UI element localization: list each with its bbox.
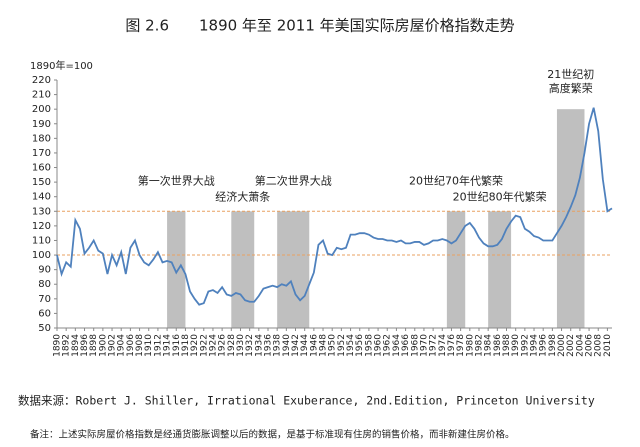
y-tick-label: 90 xyxy=(38,265,51,276)
y-tick-label: 180 xyxy=(32,133,51,144)
x-tick-label: 1926 xyxy=(218,334,228,357)
y-tick-label: 60 xyxy=(38,308,51,319)
band-label: 21世纪初 xyxy=(547,67,594,81)
x-tick-label: 1954 xyxy=(346,334,356,357)
x-tick-label: 1896 xyxy=(80,334,90,357)
period-band xyxy=(167,211,186,328)
band-label: 20世纪70年代繁荣 xyxy=(409,173,503,187)
chart-title: 图 2.6 1890 年至 2011 年美国实际房屋价格指数走势 xyxy=(125,17,514,35)
x-tick-label: 1974 xyxy=(438,334,448,357)
x-tick-label: 1952 xyxy=(337,334,347,357)
x-tick-label: 1892 xyxy=(62,334,72,357)
x-tick-label: 1938 xyxy=(273,334,283,357)
band-label: 第二次世界大战 xyxy=(255,173,332,187)
x-tick-label: 2004 xyxy=(575,334,585,357)
period-band xyxy=(556,109,585,328)
x-tick-label: 1898 xyxy=(89,334,99,357)
x-tick-label: 1944 xyxy=(300,334,310,357)
period-band xyxy=(231,211,255,328)
data-line xyxy=(56,107,613,306)
x-tick-label: 1950 xyxy=(328,334,338,357)
x-tick-label: 1960 xyxy=(374,334,384,357)
x-tick-label: 1972 xyxy=(429,334,439,357)
x-tick-label: 1934 xyxy=(254,334,264,357)
x-tick-label: 1994 xyxy=(530,334,540,357)
source: 数据来源：Robert J. Shiller, Irrational Exube… xyxy=(18,394,595,408)
y-tick-label: 80 xyxy=(38,279,51,290)
period-band xyxy=(488,211,512,328)
y-tick-label: 210 xyxy=(32,90,51,101)
x-tick-label: 1920 xyxy=(190,334,200,357)
band-label: 第一次世界大战 xyxy=(138,173,215,187)
y-tick-label: 120 xyxy=(32,221,51,232)
y-tick-label: 200 xyxy=(32,104,51,115)
y-axis-label: 1890年=100 xyxy=(30,59,93,72)
x-tick-label: 1910 xyxy=(144,334,154,357)
x-tick-label: 1998 xyxy=(548,334,558,357)
y-tick-label: 170 xyxy=(32,148,51,159)
x-tick-label: 1996 xyxy=(539,334,549,357)
x-tick-label: 1900 xyxy=(98,334,108,357)
x-tick-label: 1990 xyxy=(511,334,521,357)
x-tick-label: 2008 xyxy=(594,334,604,357)
x-tick-label: 1922 xyxy=(199,334,209,357)
x-tick-label: 1966 xyxy=(401,334,411,357)
x-tick-label: 1980 xyxy=(465,334,475,357)
x-tick-label: 1984 xyxy=(484,334,494,357)
x-tick-label: 1982 xyxy=(474,334,484,357)
x-tick-label: 1988 xyxy=(502,334,512,357)
x-tick-label: 1912 xyxy=(153,334,163,357)
x-tick-label: 1916 xyxy=(172,334,182,357)
x-tick-label: 1956 xyxy=(355,334,365,357)
x-tick-label: 1940 xyxy=(282,334,292,357)
x-tick-label: 2000 xyxy=(557,334,567,357)
x-tick-label: 1946 xyxy=(309,334,319,357)
y-tick-label: 220 xyxy=(32,75,51,86)
x-tick-label: 1890 xyxy=(53,334,63,357)
period-band xyxy=(446,211,466,328)
x-tick-label: 1948 xyxy=(319,334,329,357)
y-tick-label: 70 xyxy=(38,294,51,305)
x-tick-label: 1924 xyxy=(208,334,218,357)
period-band xyxy=(277,211,310,328)
x-tick-label: 1968 xyxy=(410,334,420,357)
x-tick-label: 1928 xyxy=(227,334,237,357)
x-tick-label: 1904 xyxy=(117,334,127,357)
x-tick-label: 1992 xyxy=(520,334,530,357)
x-tick-label: 1902 xyxy=(108,334,118,357)
band-label: 高度繁荣 xyxy=(549,81,593,95)
band-label: 20世纪80年代繁荣 xyxy=(453,189,547,203)
x-tick-label: 1976 xyxy=(447,334,457,357)
x-tick-label: 1908 xyxy=(135,334,145,357)
x-tick-label: 1986 xyxy=(493,334,503,357)
x-tick-label: 2002 xyxy=(566,334,576,357)
y-tick-label: 150 xyxy=(32,177,51,188)
x-tick-label: 1914 xyxy=(163,334,173,357)
x-tick-label: 1906 xyxy=(126,334,136,357)
x-tick-label: 2006 xyxy=(585,334,595,357)
x-tick-label: 1962 xyxy=(383,334,393,357)
y-tick-label: 110 xyxy=(32,235,51,246)
y-tick-label: 160 xyxy=(32,163,51,174)
y-tick-label: 100 xyxy=(32,250,51,261)
x-tick-label: 1978 xyxy=(456,334,466,357)
x-tick-label: 1894 xyxy=(71,334,81,357)
x-tick-label: 1970 xyxy=(419,334,429,357)
x-tick-label: 1936 xyxy=(263,334,273,357)
x-tick-label: 1932 xyxy=(245,334,255,357)
x-tick-label: 2010 xyxy=(603,334,613,357)
y-tick-label: 50 xyxy=(38,323,51,334)
note: 备注：上述实际房屋价格指数是经通货膨胀调整以后的数据，是基于标准现有住房的销售价… xyxy=(30,429,515,441)
x-tick-label: 1930 xyxy=(236,334,246,357)
x-tick-label: 1958 xyxy=(364,334,374,357)
x-tick-label: 1942 xyxy=(291,334,301,357)
y-tick-label: 130 xyxy=(32,206,51,217)
x-tick-label: 1918 xyxy=(181,334,191,357)
y-tick-label: 140 xyxy=(32,192,51,203)
y-tick-label: 190 xyxy=(32,119,51,130)
band-label: 经济大萧条 xyxy=(215,189,270,203)
x-tick-label: 1964 xyxy=(392,334,402,357)
